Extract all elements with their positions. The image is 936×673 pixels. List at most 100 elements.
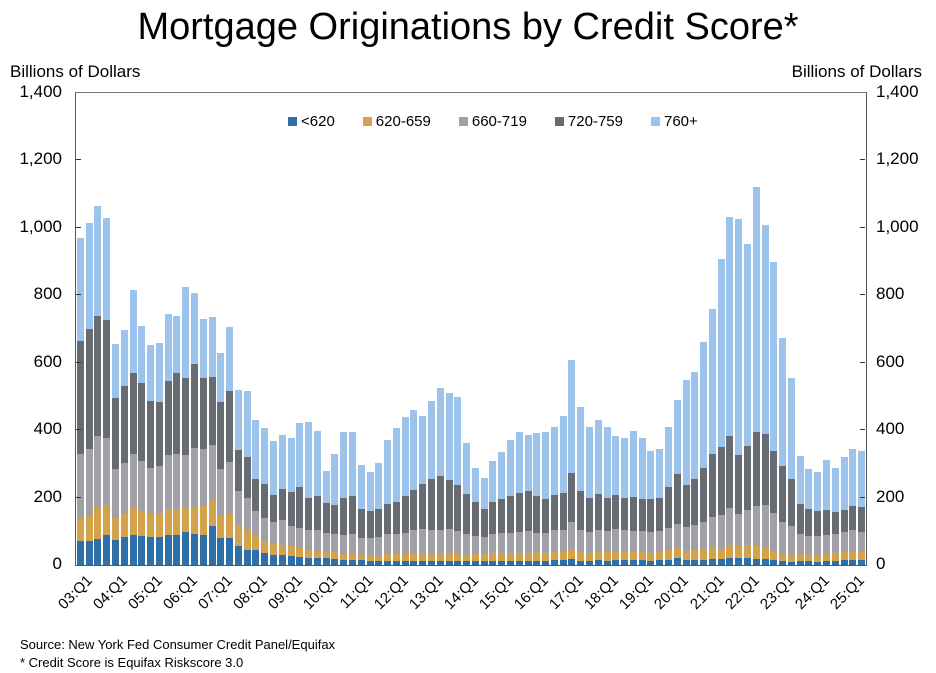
bar-segment [366,560,374,565]
bar-segment [357,554,365,561]
bar-segment [533,560,541,565]
bar-segment [542,560,550,565]
bar-segment [621,530,629,552]
bar-segment [691,550,699,560]
bar-10:Q2 [331,454,339,565]
bar-segment [173,534,181,565]
bar-24:Q2 [823,459,830,565]
bar-24:Q3 [831,468,839,565]
bar-segment [761,225,769,435]
bar-segment [182,377,190,456]
bar-segment [357,509,365,538]
bar-segment [270,522,277,545]
bar-segment [586,427,593,498]
bar-08:Q3 [270,441,277,565]
bar-segment [217,352,225,402]
bar-22:Q4 [770,262,778,565]
bar-segment [831,552,839,561]
bar-segment [85,516,93,542]
bar-segment [401,560,409,565]
bar-segment [182,531,190,565]
bar-segment [603,552,611,561]
bar-segment [805,468,813,510]
bar-segment [155,513,163,537]
bar-12:Q2 [401,417,409,565]
bar-segment [243,549,251,565]
bar-segment [787,561,795,565]
bar-segment [147,345,155,401]
bar-segment [779,337,787,466]
plot-area: <620 620-659 660-719 720-759 760+ [75,92,867,566]
y-tick-label: 800 [33,284,62,304]
bar-segment [612,560,620,565]
bar-segment [94,205,102,317]
bar-segment [656,531,664,552]
x-tick-label: 23:Q1 [756,572,798,613]
y-tick-mark [76,361,81,363]
bar-segment [577,406,585,492]
bar-segment [208,377,216,445]
bar-segment [419,560,427,565]
bar-segment [507,532,514,553]
bar-segment [744,446,751,511]
bar-segment [252,479,260,512]
bar-segment [823,553,830,562]
bar-segment [744,545,751,559]
bar-segment [542,533,550,554]
bar-segment [112,398,119,469]
bar-segment [313,558,321,565]
bar-segment [392,554,400,561]
bar-segment [366,471,374,511]
bar-segment [463,554,471,562]
y-tick-mark [860,294,865,296]
bar-segment [191,507,198,534]
x-tick-label: 15:Q1 [475,572,517,613]
y-tick-label: 800 [876,284,905,304]
bar-segment [524,552,532,561]
bar-segment [708,454,716,517]
bar-segment [594,551,602,561]
bar-segment [392,560,400,565]
bar-segment [410,529,418,554]
bar-07:Q4 [243,391,251,565]
bar-segment [682,380,690,485]
bar-segment [331,505,339,534]
bar-segment [691,479,699,525]
bar-segment [647,560,655,565]
bar-segment [656,497,664,532]
bar-segment [191,448,198,508]
bar-07:Q2 [226,327,234,565]
bar-segment [226,514,234,539]
bar-segment [112,517,119,540]
bar-16:Q4 [559,415,567,565]
bar-segment [796,534,804,555]
bar-segment [840,551,848,561]
bar-segment [568,549,576,560]
footnote: * Credit Score is Equifax Riskscore 3.0 [20,655,244,670]
bar-21:Q2 [717,258,725,565]
bar-14:Q3 [480,478,488,565]
bar-segment [840,457,848,510]
bar-segment [217,401,225,469]
bar-segment [586,560,593,565]
bar-segment [278,554,286,565]
x-tick-label: 13:Q1 [405,572,447,613]
bar-segment [717,258,725,448]
x-tick-label: 06:Q1 [159,572,201,613]
bar-segment [138,511,146,537]
bar-segment [305,422,313,498]
bar-segment [524,560,532,565]
bar-segment [708,309,716,455]
x-tick-label: 11:Q1 [336,572,377,613]
y-tick-label: 1,000 [876,216,919,236]
bar-segment [708,558,716,565]
bar-segment [410,560,418,565]
bar-segment [94,435,102,507]
bar-segment [550,427,558,495]
bar-14:Q1 [463,443,471,565]
bar-segment [568,522,576,550]
bar-segment [428,529,435,554]
bar-segment [103,319,111,438]
bar-segment [603,531,611,553]
legend-swatch-icon [362,117,372,126]
